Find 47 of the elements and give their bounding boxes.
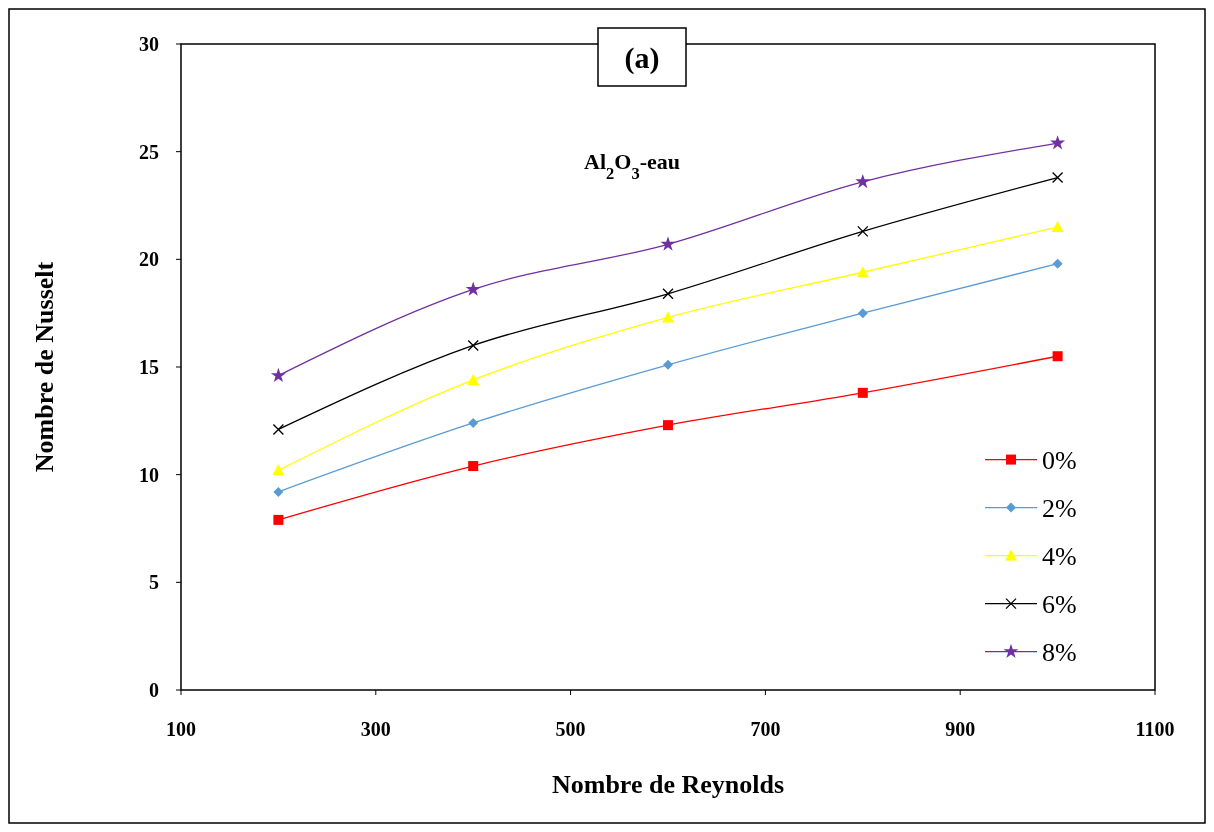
- y-tick-label: 15: [139, 356, 159, 378]
- x-tick-label: 100: [166, 718, 196, 740]
- legend-label: 2%: [1042, 493, 1077, 523]
- legend-label: 4%: [1042, 541, 1077, 571]
- point: [467, 373, 480, 385]
- point: [856, 266, 869, 278]
- point: [1051, 221, 1064, 233]
- point: [662, 288, 674, 300]
- y-tick-label: 5: [149, 571, 159, 594]
- y-tick-label: 25: [139, 140, 159, 163]
- point: [1052, 351, 1063, 362]
- point: [1050, 135, 1066, 150]
- point: [663, 420, 673, 431]
- point: [273, 486, 284, 497]
- x-tick-label: 700: [750, 718, 781, 740]
- point: [660, 236, 676, 251]
- x-tick-label: 1100: [1135, 718, 1175, 740]
- point: [857, 308, 868, 319]
- point: [857, 387, 868, 398]
- y-tick-label: 20: [139, 248, 159, 271]
- annotation: (a): [624, 41, 660, 75]
- point: [270, 367, 286, 382]
- point: [465, 281, 481, 296]
- point: [855, 173, 871, 189]
- point: [662, 311, 674, 323]
- y-tick-label: 30: [139, 33, 159, 55]
- point: [1051, 171, 1064, 184]
- y-tick-label: 10: [139, 463, 159, 486]
- annotation: Al$_{2}$O$_{3}$-eau: [584, 149, 680, 183]
- x-tick-label: 300: [360, 718, 391, 740]
- y-tick-label: 0: [149, 679, 159, 701]
- legend-label: 0%: [1042, 445, 1077, 475]
- x-tick-label: 900: [945, 718, 976, 740]
- point: [467, 339, 479, 352]
- point: [272, 464, 285, 476]
- point: [1052, 258, 1063, 269]
- legend-label: 8%: [1042, 637, 1077, 667]
- point: [663, 359, 673, 370]
- point: [273, 514, 284, 525]
- x-axis-title: Nombre de Reynolds: [551, 770, 785, 799]
- x-tick-label: 500: [555, 718, 586, 740]
- point: [272, 423, 285, 436]
- legend-label: 6%: [1042, 589, 1077, 619]
- point: [468, 417, 479, 428]
- y-axis-title: Nombre de Nusselt: [30, 261, 59, 473]
- point: [857, 225, 869, 237]
- point: [468, 461, 479, 472]
